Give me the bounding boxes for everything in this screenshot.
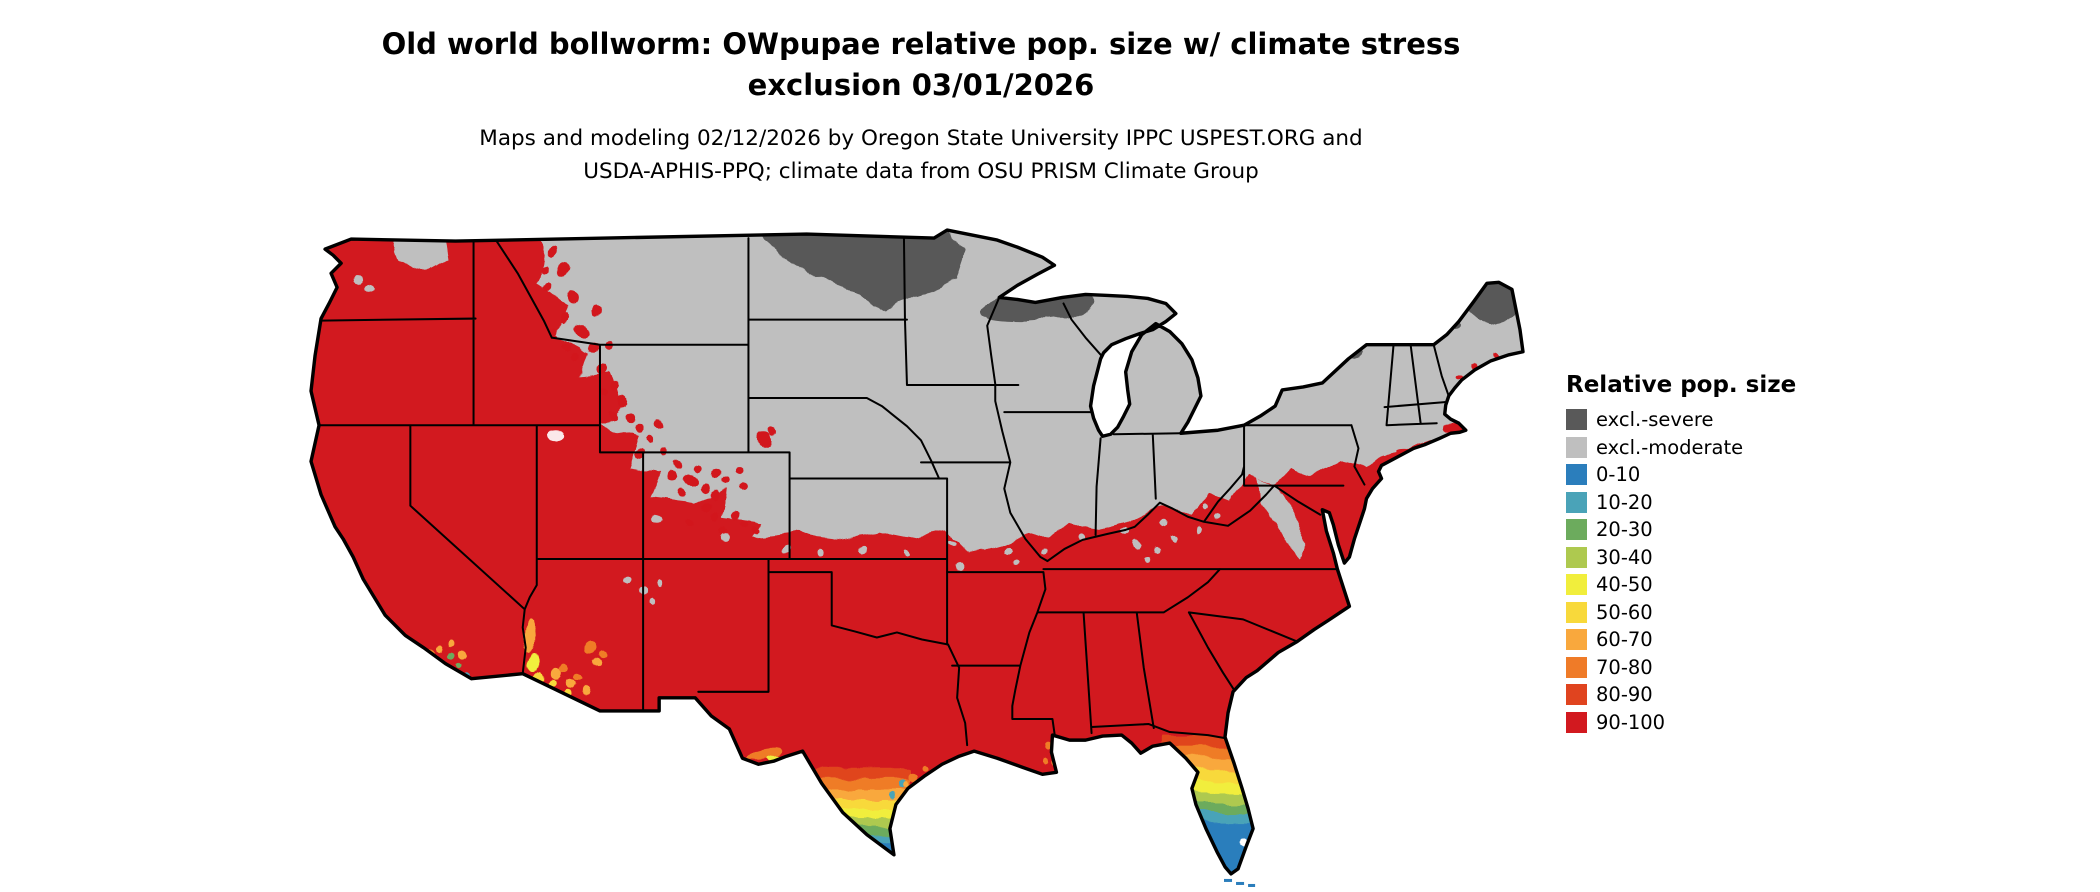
legend-swatch-80-90: [1566, 684, 1587, 705]
legend-swatch-60-70: [1566, 629, 1587, 650]
legend-item: excl.-severe: [1566, 408, 1796, 431]
legend-swatch-40-50: [1566, 574, 1587, 595]
state-borders: [316, 237, 1450, 747]
legend-item: 80-90: [1566, 683, 1796, 706]
legend-label: 60-70: [1596, 628, 1653, 651]
map-subtitle: Maps and modeling 02/12/2026 by Oregon S…: [479, 122, 1362, 188]
legend-item: 20-30: [1566, 518, 1796, 541]
legend-item: 10-20: [1566, 491, 1796, 514]
map-subtitle-line1: Maps and modeling 02/12/2026 by Oregon S…: [479, 126, 1363, 151]
legend-title: Relative pop. size: [1566, 372, 1797, 398]
map-title-line2: exclusion 03/01/2026: [747, 68, 1095, 102]
legend-swatch-70-80: [1566, 656, 1587, 678]
legend-swatch-excl-moderate: [1566, 436, 1587, 458]
map-subtitle-line2: USDA-APHIS-PPQ; climate data from OSU PR…: [583, 159, 1259, 184]
legend-label: 0-10: [1596, 463, 1641, 486]
legend-item: 60-70: [1566, 628, 1796, 651]
legend-item: 70-80: [1566, 656, 1796, 679]
legend-item: 50-60: [1566, 601, 1796, 624]
legend-item: 90-100: [1566, 711, 1796, 734]
map-title: Old world bollworm: OWpupae relative pop…: [382, 24, 1461, 106]
legend-item: 40-50: [1566, 573, 1796, 596]
legend-swatch-excl-severe: [1566, 409, 1587, 430]
legend-item: 0-10: [1566, 463, 1796, 486]
legend-swatch-20-30: [1566, 519, 1587, 540]
legend-label: 20-30: [1596, 518, 1653, 541]
legend-label: 10-20: [1596, 490, 1653, 514]
legend-label: 70-80: [1596, 655, 1653, 679]
legend-swatch-50-60: [1566, 601, 1587, 623]
legend-label: 40-50: [1596, 573, 1653, 596]
legend-item: excl.-moderate: [1566, 436, 1796, 459]
legend: Relative pop. size excl.-severe excl.-mo…: [1566, 372, 1796, 738]
legend-label: excl.-severe: [1596, 408, 1714, 431]
us-map: [309, 228, 1525, 887]
legend-label: 50-60: [1596, 600, 1653, 624]
legend-swatch-0-10: [1566, 464, 1587, 485]
legend-swatch-10-20: [1566, 491, 1587, 513]
gradient-south-florida: [1165, 736, 1267, 874]
legend-label: excl.-moderate: [1596, 435, 1744, 459]
florida-keys: [1224, 878, 1256, 887]
inland-lakes: [547, 428, 1246, 846]
legend-label: 90-100: [1596, 710, 1666, 734]
legend-swatch-90-100: [1566, 711, 1587, 733]
map-title-line1: Old world bollworm: OWpupae relative pop…: [381, 27, 1461, 61]
legend-item: 30-40: [1566, 546, 1796, 569]
legend-swatch-30-40: [1566, 546, 1587, 568]
legend-label: 30-40: [1596, 545, 1653, 569]
legend-label: 80-90: [1596, 683, 1653, 706]
